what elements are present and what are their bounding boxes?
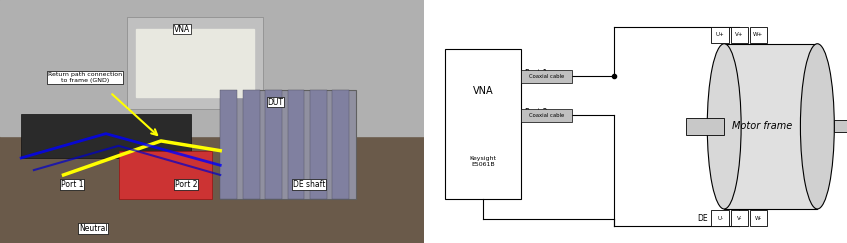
Bar xyxy=(119,151,212,199)
Text: Coaxial cable: Coaxial cable xyxy=(529,74,564,79)
Bar xyxy=(21,114,191,158)
Text: W+: W+ xyxy=(753,32,763,37)
Bar xyxy=(521,109,572,122)
Text: VNA: VNA xyxy=(473,86,493,96)
Bar xyxy=(750,27,767,43)
Bar xyxy=(711,27,729,43)
Bar xyxy=(521,69,572,83)
Text: Keysight
E5061B: Keysight E5061B xyxy=(469,156,496,167)
Bar xyxy=(731,27,748,43)
Bar xyxy=(220,90,356,199)
Text: Port 1: Port 1 xyxy=(61,180,83,189)
Text: Motor frame: Motor frame xyxy=(732,121,793,131)
Text: VNA: VNA xyxy=(174,25,191,34)
Text: Port 2: Port 2 xyxy=(175,180,197,189)
Bar xyxy=(0,134,424,243)
Bar xyxy=(265,90,282,199)
Bar xyxy=(711,210,729,226)
Text: Coaxial cable: Coaxial cable xyxy=(529,113,564,118)
Bar xyxy=(724,44,817,209)
Bar xyxy=(332,90,350,199)
Text: U-: U- xyxy=(717,216,723,221)
Text: DUT: DUT xyxy=(268,97,283,107)
Bar xyxy=(220,90,237,199)
Bar xyxy=(310,90,327,199)
Bar xyxy=(288,90,305,199)
Text: DE shaft: DE shaft xyxy=(293,180,325,189)
Text: Return path connection
to frame (GND): Return path connection to frame (GND) xyxy=(47,72,122,83)
Text: DE: DE xyxy=(698,214,708,223)
Bar xyxy=(686,118,724,135)
Bar xyxy=(750,210,767,226)
Text: V-: V- xyxy=(737,216,742,221)
Text: W-: W- xyxy=(755,216,762,221)
Bar xyxy=(136,29,254,97)
Text: V+: V+ xyxy=(735,32,744,37)
Bar xyxy=(243,90,260,199)
Bar xyxy=(731,210,748,226)
Text: Port 2: Port 2 xyxy=(525,108,548,117)
Ellipse shape xyxy=(707,44,741,209)
Text: U+: U+ xyxy=(716,32,724,37)
Bar xyxy=(445,49,521,199)
Ellipse shape xyxy=(800,44,834,209)
Text: Neutral: Neutral xyxy=(79,224,108,233)
Text: Port 1: Port 1 xyxy=(525,69,548,78)
Bar xyxy=(127,17,263,109)
Bar xyxy=(0,0,424,136)
Bar xyxy=(834,120,847,132)
